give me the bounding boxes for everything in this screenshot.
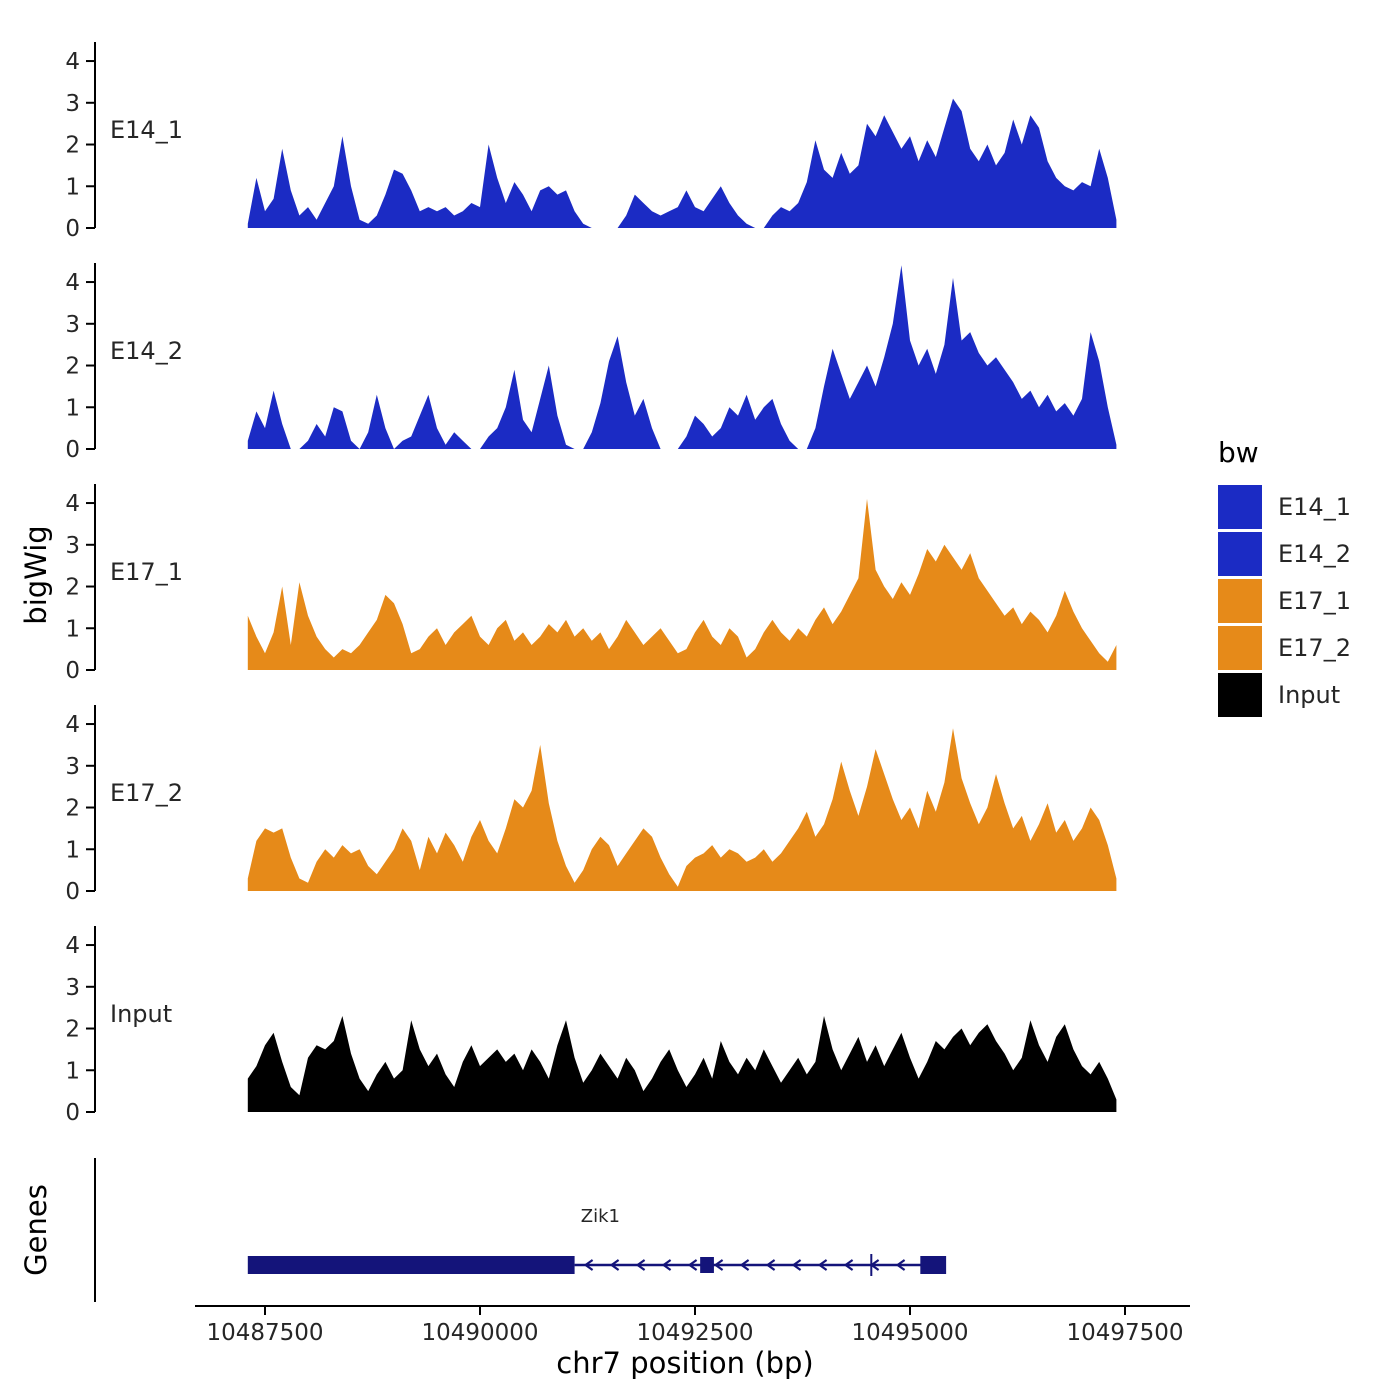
legend-item-label: Input bbox=[1278, 680, 1341, 709]
y-tick-label: 3 bbox=[65, 91, 80, 117]
strand-arrow-icon bbox=[609, 1259, 620, 1271]
track-label-E14_2: E14_2 bbox=[110, 337, 183, 365]
y-tick-label: 0 bbox=[65, 1100, 80, 1126]
y-axis-title-bigwig: bigWig bbox=[19, 525, 53, 625]
legend-item-label: E17_1 bbox=[1278, 586, 1351, 615]
y-tick-label: 1 bbox=[65, 174, 80, 200]
legend-item-label: E14_1 bbox=[1278, 492, 1351, 521]
y-tick-label: 1 bbox=[65, 616, 80, 642]
legend-items: E14_1 E14_2 E17_1 E17_2 Input bbox=[1218, 483, 1351, 718]
legend-swatch-icon bbox=[1218, 578, 1262, 623]
y-tick-label: 0 bbox=[65, 216, 80, 242]
strand-arrow-icon bbox=[843, 1259, 854, 1271]
x-tick-label: 10497500 bbox=[1066, 1320, 1183, 1346]
y-tick-label: 4 bbox=[65, 270, 80, 296]
legend: bw E14_1 E14_2 E17_1 E17_2 Input bbox=[1218, 436, 1351, 718]
y-tick-label: 3 bbox=[65, 312, 80, 338]
strand-arrow-icon bbox=[817, 1259, 828, 1271]
y-tick-label: 2 bbox=[65, 354, 80, 380]
legend-title: bw bbox=[1218, 436, 1259, 469]
y-tick-label: 2 bbox=[65, 796, 80, 822]
y-tick-label: 2 bbox=[65, 1017, 80, 1043]
track-label-E14_1: E14_1 bbox=[110, 116, 183, 144]
legend-swatch-icon bbox=[1218, 484, 1262, 529]
legend-item-E14_1: E14_1 bbox=[1218, 483, 1351, 530]
area-E17_2 bbox=[247, 728, 1117, 891]
x-tick-label: 10487500 bbox=[206, 1320, 323, 1346]
y-tick-label: 1 bbox=[65, 1058, 80, 1084]
legend-item-E17_2: E17_2 bbox=[1218, 624, 1351, 671]
y-tick-label: 1 bbox=[65, 837, 80, 863]
track-E14_2: 0 1 2 3 4 bbox=[65, 263, 1117, 463]
y-tick-label: 0 bbox=[65, 879, 80, 905]
x-axis-title: chr7 position (bp) bbox=[556, 1346, 814, 1380]
y-tick-label: 1 bbox=[65, 395, 80, 421]
y-tick-label: 4 bbox=[65, 49, 80, 75]
y-tick-label: 4 bbox=[65, 712, 80, 738]
strand-arrow-icon bbox=[739, 1259, 750, 1271]
area-Input bbox=[247, 1016, 1117, 1112]
area-E14_2 bbox=[247, 265, 1117, 449]
track-E17_1: 0 1 2 3 4 bbox=[65, 484, 1117, 684]
strand-arrow-icon bbox=[661, 1259, 672, 1271]
y-axis-title-genes: Genes bbox=[19, 1184, 53, 1276]
legend-item-label: E14_2 bbox=[1278, 539, 1351, 568]
x-tick-label: 10495000 bbox=[851, 1320, 968, 1346]
strand-arrow-icon bbox=[687, 1259, 698, 1271]
legend-swatch-icon bbox=[1218, 531, 1262, 576]
legend-swatch-icon bbox=[1218, 625, 1262, 670]
track-Input: 0 1 2 3 4 bbox=[65, 926, 1117, 1126]
strand-arrow-icon bbox=[713, 1259, 724, 1271]
y-tick-label: 3 bbox=[65, 533, 80, 559]
track-label-E17_2: E17_2 bbox=[110, 779, 183, 807]
legend-item-E14_2: E14_2 bbox=[1218, 530, 1351, 577]
y-tick-label: 0 bbox=[65, 437, 80, 463]
strand-arrow-icon bbox=[765, 1259, 776, 1271]
y-tick-label: 2 bbox=[65, 575, 80, 601]
x-tick-label: 10492500 bbox=[636, 1320, 753, 1346]
area-E14_1 bbox=[247, 98, 1117, 228]
x-axis: 10487500 10490000 10492500 10495000 10497500 bbox=[195, 1305, 1190, 1346]
track-E17_2: 0 1 2 3 4 bbox=[65, 705, 1117, 905]
y-tick-label: 3 bbox=[65, 975, 80, 1001]
x-tick-label: 10490000 bbox=[421, 1320, 538, 1346]
y-tick-label: 0 bbox=[65, 658, 80, 684]
area-E17_1 bbox=[247, 498, 1117, 670]
y-tick-label: 2 bbox=[65, 133, 80, 159]
gene-exon bbox=[700, 1257, 714, 1273]
strand-arrow-icon bbox=[583, 1259, 594, 1271]
track-E14_1: 0 1 2 3 4 bbox=[65, 42, 1117, 242]
legend-swatch-icon bbox=[1218, 672, 1262, 717]
y-tick-label: 4 bbox=[65, 491, 80, 517]
strand-arrow-icon bbox=[635, 1259, 646, 1271]
legend-item-label: E17_2 bbox=[1278, 633, 1351, 662]
strand-arrow-icon bbox=[791, 1259, 802, 1271]
legend-item-E17_1: E17_1 bbox=[1218, 577, 1351, 624]
legend-item-Input: Input bbox=[1218, 671, 1351, 718]
gene-end-box bbox=[920, 1256, 947, 1274]
track-label-E17_1: E17_1 bbox=[110, 558, 183, 586]
track-label-Input: Input bbox=[110, 1000, 173, 1028]
y-tick-label: 4 bbox=[65, 933, 80, 959]
gene-name-label: Zik1 bbox=[580, 1206, 620, 1227]
strand-arrow-icon bbox=[895, 1259, 906, 1271]
gene-track bbox=[94, 1158, 947, 1302]
gene-body bbox=[247, 1256, 575, 1274]
y-tick-label: 3 bbox=[65, 754, 80, 780]
